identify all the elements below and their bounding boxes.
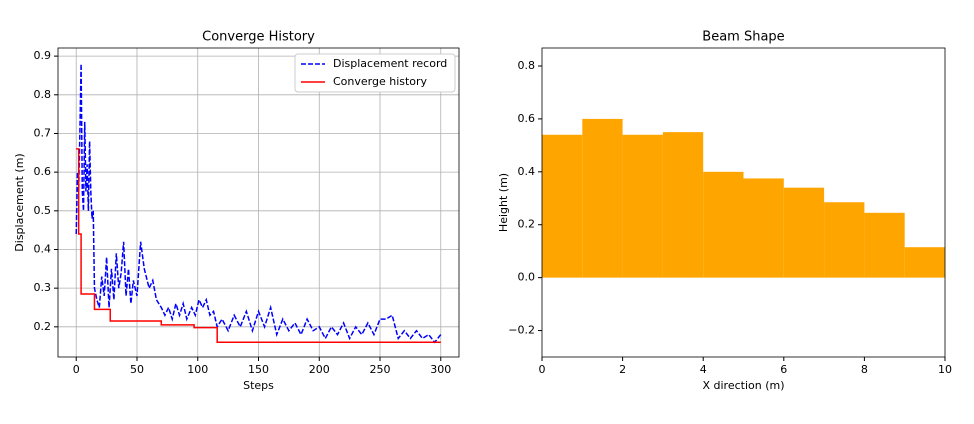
x-tick-label: 4 [700, 363, 707, 376]
y-tick-label: 0.3 [34, 281, 52, 294]
bar [703, 171, 744, 278]
chart-title: Beam Shape [702, 30, 784, 45]
x-tick-label: 50 [130, 363, 144, 376]
y-tick-label: 0.5 [34, 204, 52, 217]
bar [622, 134, 663, 278]
x-tick-label: 0 [539, 363, 546, 376]
x-tick-label: 300 [430, 363, 451, 376]
plot-marks [75, 63, 442, 344]
x-tick-label: 200 [309, 363, 330, 376]
y-axis-label: Displacement (m) [13, 153, 26, 251]
line [75, 63, 442, 344]
y-tick-label: 0.0 [518, 271, 536, 284]
x-tick-label: 2 [619, 363, 626, 376]
x-axis-label: X direction (m) [702, 379, 784, 392]
bar [743, 178, 784, 278]
x-tick-label: 100 [187, 363, 208, 376]
y-axis-label: Height (m) [497, 173, 510, 232]
y-tick-label: 0.4 [518, 165, 536, 178]
plot-frame [541, 47, 946, 358]
bar [864, 212, 905, 278]
x-tick-label: 6 [780, 363, 787, 376]
bar [904, 247, 945, 278]
y-tick-label: 0.2 [518, 218, 536, 231]
y-tick-label: 0.4 [34, 242, 52, 255]
y-tick-label: 0.6 [34, 165, 52, 178]
plot-marks [542, 118, 945, 278]
plot-frame [57, 47, 460, 358]
legend-label: Displacement record [333, 57, 447, 70]
line [76, 148, 441, 344]
y-tick-label: 0.8 [518, 59, 536, 72]
chart-title: Converge History [202, 30, 315, 45]
bar [783, 187, 825, 278]
bar [824, 202, 865, 278]
x-tick-label: 250 [370, 363, 391, 376]
y-tick-label: 0.6 [518, 112, 536, 125]
bar [542, 134, 583, 278]
legend-box [294, 53, 456, 93]
y-tick-label: 0.9 [34, 49, 52, 62]
x-axis-label: Steps [243, 379, 274, 392]
bar [662, 132, 704, 278]
legend-label: Converge history [333, 75, 428, 88]
x-tick-label: 10 [938, 363, 952, 376]
y-tick-label: 0.2 [34, 320, 52, 333]
y-tick-label: −0.2 [508, 324, 535, 337]
bar [582, 118, 623, 278]
y-tick-label: 0.7 [34, 126, 52, 139]
x-tick-label: 8 [861, 363, 868, 376]
x-tick-label: 0 [73, 363, 80, 376]
x-tick-label: 150 [248, 363, 269, 376]
y-tick-label: 0.8 [34, 88, 52, 101]
